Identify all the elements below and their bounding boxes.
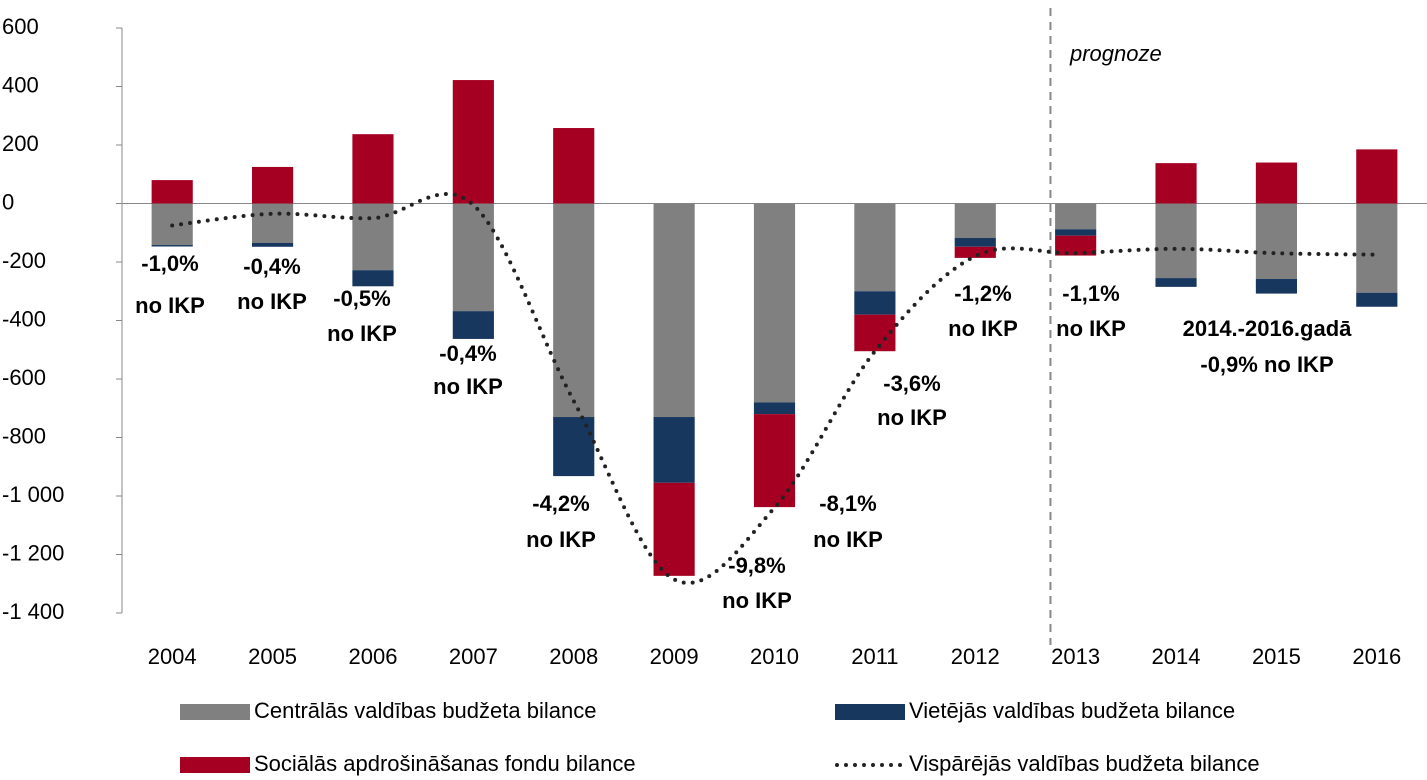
bar-segment	[1255, 203, 1298, 279]
bar-segment	[954, 238, 996, 247]
bar-segment	[151, 180, 193, 204]
bar-segment	[1255, 162, 1298, 204]
legend-swatch	[835, 704, 905, 720]
x-tick-label: 2005	[248, 644, 297, 669]
x-tick-label: 2015	[1252, 644, 1301, 669]
bar-segment	[251, 242, 294, 247]
bar-segment	[553, 203, 595, 418]
x-tick-label: 2008	[549, 644, 598, 669]
bar-segment	[1255, 278, 1298, 294]
y-tick-label: -800	[2, 423, 46, 448]
y-tick-label: 400	[2, 72, 39, 97]
legend-label: Sociālās apdrošināšanas fondu bilance	[254, 751, 636, 776]
annotation: -1,2%	[954, 281, 1011, 306]
bar-segment	[753, 402, 796, 415]
bar-segment	[452, 80, 494, 204]
bar-segment	[954, 203, 996, 239]
annotation: no IKP	[526, 527, 596, 552]
bar-segment	[1155, 203, 1197, 279]
x-tick-label: 2011	[851, 644, 898, 669]
bar-segment	[1356, 292, 1398, 307]
annotation: -1,1%	[1062, 281, 1119, 306]
legend-label: Vietējās valdības budžeta bilance	[909, 698, 1235, 723]
bar-segment	[753, 203, 796, 403]
annotation: -9,8%	[728, 553, 785, 578]
forecast-label: prognoze	[1069, 41, 1162, 66]
annotation: -0,4%	[243, 254, 300, 279]
y-tick-label: -1 400	[2, 599, 64, 624]
legend-label: Centrālās valdības budžeta bilance	[254, 698, 596, 723]
annotation: -1,0%	[141, 251, 198, 276]
annotation: no IKP	[948, 316, 1018, 341]
x-tick-label: 2004	[148, 644, 197, 669]
x-tick-label: 2009	[650, 644, 699, 669]
annotation: -0,9% no IKP	[1200, 352, 1333, 377]
x-tick-label: 2010	[750, 644, 799, 669]
y-tick-label: 0	[2, 189, 14, 214]
annotation: no IKP	[433, 374, 503, 399]
y-tick-label: -400	[2, 306, 46, 331]
bar-segment	[1356, 203, 1398, 293]
bar-segment	[1055, 229, 1097, 236]
bar-segment	[1055, 235, 1097, 256]
annotation: no IKP	[327, 321, 397, 346]
bar-segment	[753, 414, 796, 508]
bar-segment	[251, 203, 294, 243]
y-tick-label: -600	[2, 365, 46, 390]
annotation: no IKP	[813, 527, 883, 552]
annotation: 2014.-2016.gadā	[1183, 316, 1353, 341]
bar-segment	[653, 417, 695, 483]
bar-segment	[1155, 278, 1197, 287]
x-tick-label: 2006	[348, 644, 397, 669]
bar-segment	[954, 246, 996, 258]
bar-segment	[653, 482, 695, 576]
annotation: no IKP	[722, 588, 792, 613]
annotation: no IKP	[237, 289, 307, 314]
bar-segment	[1356, 149, 1398, 204]
bar-segment	[1055, 203, 1097, 230]
y-tick-label: 200	[2, 131, 39, 156]
x-tick-label: 2016	[1352, 644, 1401, 669]
annotation: -3,6%	[883, 371, 940, 396]
bar-segment	[553, 128, 595, 204]
line-series	[170, 191, 1379, 585]
annotation: no IKP	[135, 293, 205, 318]
y-tick-label: -1 200	[2, 540, 64, 565]
annotation: -8,1%	[819, 491, 876, 516]
bar-segment	[854, 314, 896, 352]
bar-segment	[452, 311, 494, 339]
x-tick-label: 2007	[449, 644, 498, 669]
bar-segment	[151, 245, 193, 247]
annotation: -4,2%	[532, 491, 589, 516]
annotation: no IKP	[1056, 316, 1126, 341]
legend-swatch	[180, 704, 250, 720]
annotation: -0,5%	[333, 286, 390, 311]
bar-segment	[1155, 163, 1197, 204]
bar-segment	[854, 291, 896, 315]
annotation: no IKP	[877, 405, 947, 430]
y-tick-label: 600	[2, 14, 39, 39]
bar-segment	[452, 203, 494, 312]
bar-segment	[653, 203, 695, 418]
bar-segment	[251, 166, 294, 204]
bar-segment	[854, 203, 896, 292]
legend-label: Vispārējās valdības budžeta bilance	[909, 751, 1260, 776]
bar-segment	[352, 134, 394, 204]
y-tick-label: -1 000	[2, 482, 64, 507]
y-tick-label: -200	[2, 248, 46, 273]
bar-segment	[352, 270, 394, 287]
legend-swatch	[180, 757, 250, 773]
x-tick-label: 2013	[1051, 644, 1100, 669]
x-tick-label: 2012	[951, 644, 1000, 669]
annotation: -0,4%	[439, 341, 496, 366]
x-tick-label: 2014	[1152, 644, 1201, 669]
